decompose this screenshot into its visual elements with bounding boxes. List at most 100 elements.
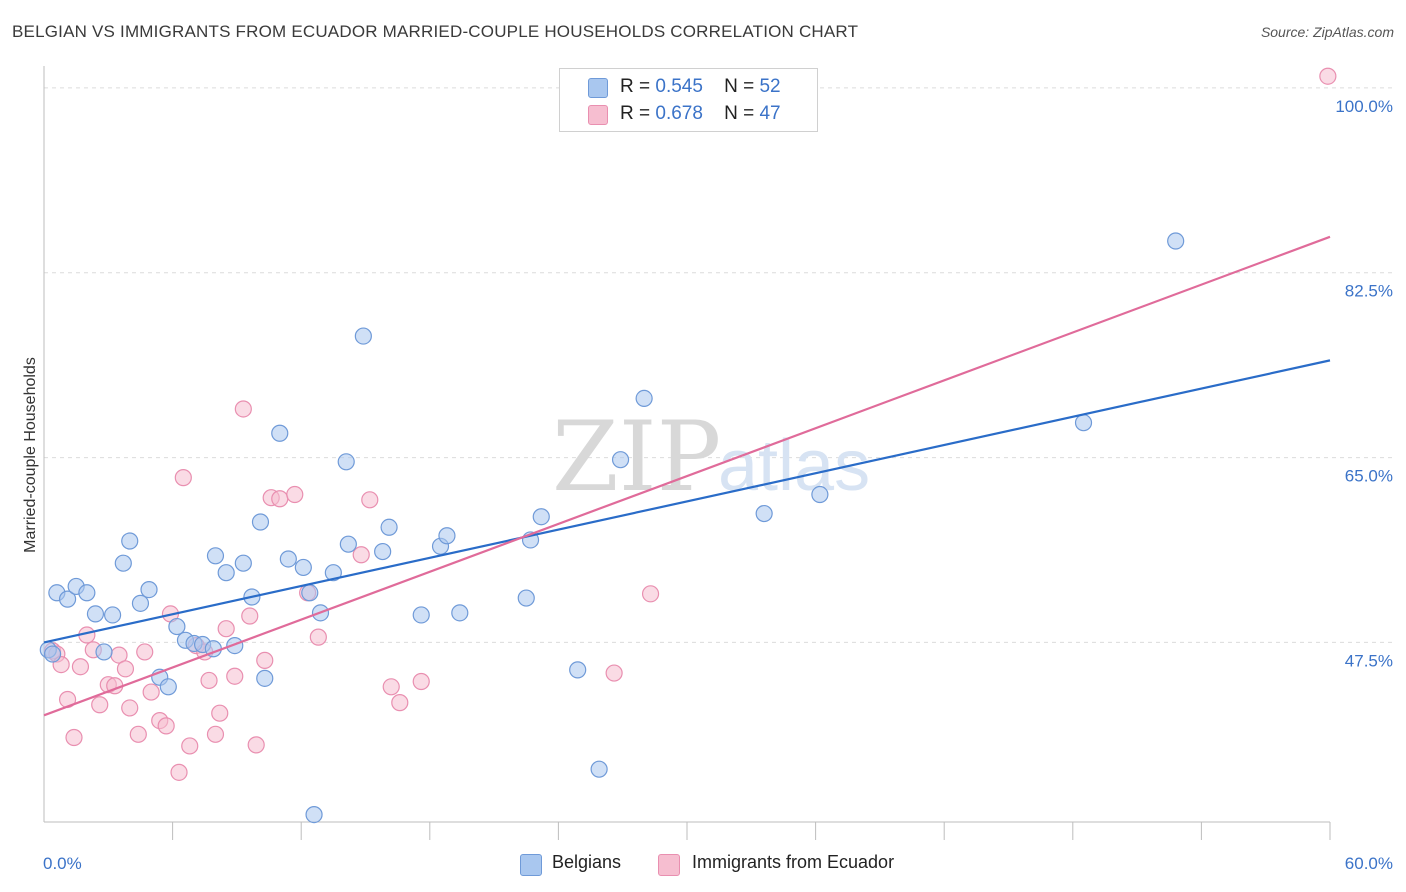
ecuador-point xyxy=(129,725,147,743)
ecuador-point xyxy=(157,717,175,735)
belgians-point xyxy=(337,453,355,471)
belgians-point xyxy=(206,547,225,565)
ecuador-point xyxy=(91,696,109,714)
chart-title: BELGIAN VS IMMIGRANTS FROM ECUADOR MARRI… xyxy=(12,22,859,41)
belgians-point xyxy=(1074,414,1093,432)
trendlines xyxy=(43,235,1331,717)
ecuador-point xyxy=(247,736,265,754)
belgians-point xyxy=(532,508,550,526)
belgians-point xyxy=(131,594,150,612)
legend-swatch-belgians xyxy=(588,78,608,98)
axes xyxy=(43,66,1331,840)
correlation-legend: R = 0.545 N = 52 R = 0.678 N = 47 xyxy=(559,68,818,132)
belgians-point xyxy=(1167,232,1185,250)
y-tick-label: 65.0% xyxy=(1345,467,1393,486)
x-tick-label: 0.0% xyxy=(43,854,82,873)
y-tick-label: 82.5% xyxy=(1345,282,1393,301)
bottom-legend-swatch-belgians xyxy=(520,854,542,876)
belgians-point xyxy=(226,636,244,655)
ecuador-point xyxy=(641,585,660,603)
bottom-legend-swatch-ecuador xyxy=(658,854,680,876)
belgians-trendline xyxy=(43,359,1331,644)
ecuador-point xyxy=(217,620,235,638)
belgians-point xyxy=(339,535,357,553)
ecuador-point xyxy=(256,651,274,669)
ecuador-point xyxy=(116,660,135,678)
ecuador-trendline xyxy=(43,235,1331,717)
ecuador-point xyxy=(605,664,623,682)
belgians-point xyxy=(58,590,77,608)
ecuador-point xyxy=(136,643,154,661)
ecuador-point xyxy=(1319,67,1337,85)
belgians-point xyxy=(635,389,653,408)
belgians-point xyxy=(324,564,342,582)
ecuador-point xyxy=(65,728,83,747)
belgians-point xyxy=(256,669,274,687)
belgians-point xyxy=(234,554,252,572)
belgians-point xyxy=(271,424,289,442)
belgians-point xyxy=(590,760,608,778)
ecuador-point xyxy=(286,485,304,504)
ecuador-point xyxy=(142,683,160,701)
belgians-point xyxy=(121,532,139,550)
legend-swatch-ecuador xyxy=(588,105,608,125)
belgians-point xyxy=(168,617,186,636)
ecuador-point xyxy=(121,699,139,717)
bottom-legend-label-ecuador: Immigrants from Ecuador xyxy=(692,852,895,872)
ecuador-point xyxy=(211,704,229,722)
belgians-point xyxy=(611,451,630,469)
ecuador-point xyxy=(352,546,370,564)
ecuador-point xyxy=(226,667,244,685)
ecuador-point xyxy=(200,671,218,690)
source-credit: Source: ZipAtlas.com xyxy=(1260,24,1394,40)
belgians-point xyxy=(755,504,773,523)
belgians-point xyxy=(78,584,96,602)
belgians-point xyxy=(301,584,319,602)
belgians-point xyxy=(114,554,132,572)
belgians-point xyxy=(380,518,398,536)
belgians-point xyxy=(251,513,270,531)
belgians-point xyxy=(305,806,323,824)
belgians-point xyxy=(43,645,62,663)
x-tick-label: 60.0% xyxy=(1345,854,1393,873)
legend-stats-ecuador: R = 0.678 N = 47 xyxy=(620,103,781,124)
ecuador-point xyxy=(170,763,188,781)
series-belgians-points xyxy=(39,232,1185,824)
ecuador-point xyxy=(181,737,199,755)
belgians-point xyxy=(103,606,122,624)
ecuador-point xyxy=(174,469,192,487)
belgians-point xyxy=(374,542,392,561)
belgians-point xyxy=(451,604,469,622)
ecuador-point xyxy=(412,672,430,691)
belgians-point xyxy=(279,550,297,568)
legend-stats-belgians: R = 0.545 N = 52 xyxy=(620,76,781,97)
ecuador-point xyxy=(309,628,327,646)
ecuador-point xyxy=(234,400,252,418)
belgians-point xyxy=(294,558,312,577)
belgians-point xyxy=(354,327,372,345)
ecuador-point xyxy=(71,658,90,676)
watermark: ZIP atlas xyxy=(552,401,870,513)
y-axis-label: Married-couple Households xyxy=(22,357,39,553)
ecuador-point xyxy=(241,607,259,625)
belgians-point xyxy=(811,485,829,504)
ecuador-point xyxy=(206,725,225,743)
tick-labels: 47.5% 65.0% 82.5% 100.0% 0.0% 60.0% xyxy=(43,97,1393,873)
y-tick-label: 100.0% xyxy=(1335,97,1393,116)
ecuador-point xyxy=(382,678,400,696)
belgians-point xyxy=(95,643,113,661)
y-tick-label: 47.5% xyxy=(1345,651,1393,670)
ecuador-point xyxy=(271,490,289,508)
belgians-point xyxy=(159,678,177,696)
belgians-point xyxy=(412,606,430,624)
bottom-legend-label-belgians: Belgians xyxy=(552,852,622,872)
belgians-point xyxy=(438,527,456,545)
belgians-point xyxy=(569,661,587,679)
belgians-point xyxy=(517,589,535,607)
ecuador-point xyxy=(361,491,379,509)
watermark-zip: ZIP xyxy=(552,401,721,513)
belgians-point xyxy=(217,564,235,582)
legend-row-ecuador: R = 0.678 N = 47 xyxy=(560,102,817,128)
belgians-point xyxy=(86,605,105,623)
